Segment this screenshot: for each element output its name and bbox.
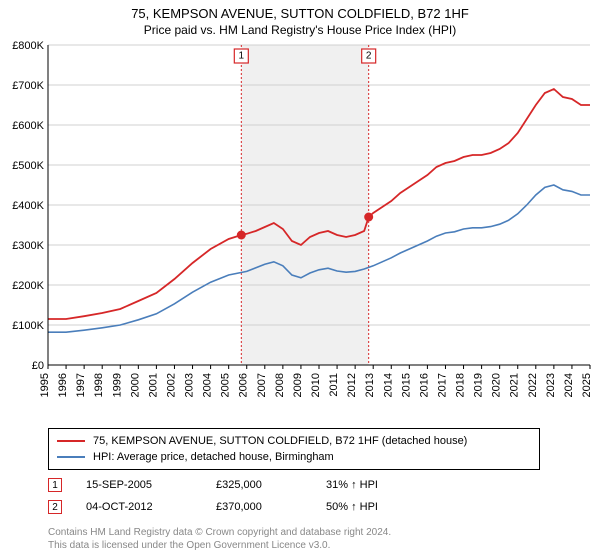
chart-title: 75, KEMPSON AVENUE, SUTTON COLDFIELD, B7… xyxy=(0,0,600,21)
y-tick-label: £200K xyxy=(12,280,44,292)
sales-price: £325,000 xyxy=(216,479,326,491)
footer-line-2: This data is licensed under the Open Gov… xyxy=(48,539,391,552)
x-tick-label: 2004 xyxy=(202,373,214,397)
sales-price: £370,000 xyxy=(216,501,326,513)
y-tick-label: £800K xyxy=(12,41,44,52)
x-tick-label: 2016 xyxy=(418,373,430,397)
legend-label: HPI: Average price, detached house, Birm… xyxy=(93,451,334,463)
legend-label: 75, KEMPSON AVENUE, SUTTON COLDFIELD, B7… xyxy=(93,435,467,447)
marker-dot xyxy=(237,231,246,240)
x-tick-label: 2000 xyxy=(129,373,141,397)
chart-plot-area: £0 £100K £200K £300K £400K £500K £600K £700K £80… xyxy=(0,41,600,421)
x-tick-label: 2005 xyxy=(220,373,232,397)
x-tick-label: 2019 xyxy=(473,373,485,397)
x-tick-label: 1998 xyxy=(93,373,105,397)
legend-row: 75, KEMPSON AVENUE, SUTTON COLDFIELD, B7… xyxy=(57,433,531,449)
x-tick-label: 1996 xyxy=(57,373,69,397)
x-tick-label: 2006 xyxy=(238,373,250,397)
sales-date: 15-SEP-2005 xyxy=(86,479,216,491)
y-tick-label: £500K xyxy=(12,160,44,172)
y-tick-label: £600K xyxy=(12,120,44,132)
legend-row: HPI: Average price, detached house, Birm… xyxy=(57,449,531,465)
x-tick-label: 2002 xyxy=(165,373,177,397)
chart-svg: £0 £100K £200K £300K £400K £500K £600K £700K £80… xyxy=(0,41,600,421)
sales-row: 2 04-OCT-2012£370,00050% ↑ HPI xyxy=(48,496,426,518)
chart-container: 75, KEMPSON AVENUE, SUTTON COLDFIELD, B7… xyxy=(0,0,600,560)
x-tick-label: 2001 xyxy=(147,373,159,397)
x-tick-label: 2007 xyxy=(256,373,268,397)
marker-label: 1 xyxy=(239,51,245,62)
x-tick-label: 2017 xyxy=(436,373,448,397)
legend: 75, KEMPSON AVENUE, SUTTON COLDFIELD, B7… xyxy=(48,428,540,470)
sales-marker: 1 xyxy=(48,478,62,492)
y-tick-label: £0 xyxy=(32,360,44,372)
footer-note: Contains HM Land Registry data © Crown c… xyxy=(48,526,391,552)
x-tick-label: 2009 xyxy=(292,373,304,397)
x-tick-label: 2020 xyxy=(491,373,503,397)
y-tick-label: £100K xyxy=(12,320,44,332)
x-tick-label: 2023 xyxy=(545,373,557,397)
x-tick-label: 2008 xyxy=(274,373,286,397)
sales-marker: 2 xyxy=(48,500,62,514)
chart-subtitle: Price paid vs. HM Land Registry's House … xyxy=(0,21,600,41)
x-tick-label: 2003 xyxy=(184,373,196,397)
y-tick-label: £400K xyxy=(12,200,44,212)
x-tick-label: 2013 xyxy=(364,373,376,397)
x-tick-label: 2018 xyxy=(455,373,467,397)
x-tick-label: 2024 xyxy=(563,373,575,397)
sales-date: 04-OCT-2012 xyxy=(86,501,216,513)
y-tick-label: £300K xyxy=(12,240,44,252)
sales-table: 1 15-SEP-2005£325,00031% ↑ HPI 2 04-OCT-201… xyxy=(48,474,426,518)
x-tick-label: 1999 xyxy=(111,373,123,397)
sales-hpi: 31% ↑ HPI xyxy=(326,479,426,491)
x-tick-label: 2025 xyxy=(581,373,593,397)
x-tick-label: 2010 xyxy=(310,373,322,397)
x-tick-label: 1995 xyxy=(39,373,51,397)
footer-line-1: Contains HM Land Registry data © Crown c… xyxy=(48,526,391,539)
y-tick-label: £700K xyxy=(12,80,44,92)
x-tick-label: 2022 xyxy=(527,373,539,397)
legend-swatch xyxy=(57,456,85,458)
x-tick-label: 2011 xyxy=(328,373,340,397)
sales-row: 1 15-SEP-2005£325,00031% ↑ HPI xyxy=(48,474,426,496)
x-tick-label: 2015 xyxy=(400,373,412,397)
legend-swatch xyxy=(57,440,85,442)
x-tick-label: 1997 xyxy=(75,373,87,397)
marker-dot xyxy=(364,213,373,222)
x-tick-label: 2014 xyxy=(382,373,394,397)
marker-label: 2 xyxy=(366,51,372,62)
x-tick-label: 2021 xyxy=(509,373,521,397)
sales-hpi: 50% ↑ HPI xyxy=(326,501,426,513)
x-tick-label: 2012 xyxy=(346,373,358,397)
